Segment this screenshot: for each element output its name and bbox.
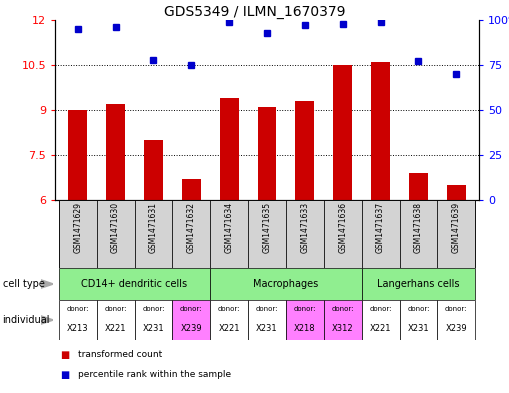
Text: donor:: donor: — [180, 306, 203, 312]
Text: GSM1471636: GSM1471636 — [338, 202, 347, 253]
Bar — [59, 200, 97, 268]
Bar — [295, 101, 315, 200]
Bar — [447, 185, 466, 200]
Text: individual: individual — [3, 315, 50, 325]
Bar — [210, 300, 248, 340]
Bar — [400, 300, 437, 340]
Text: donor:: donor: — [331, 306, 354, 312]
Bar — [59, 268, 210, 300]
Polygon shape — [41, 316, 53, 324]
Bar — [361, 200, 400, 268]
Text: X231: X231 — [256, 324, 278, 333]
Bar — [286, 300, 324, 340]
Text: X239: X239 — [445, 324, 467, 333]
Text: GSM1471631: GSM1471631 — [149, 202, 158, 253]
Bar — [258, 107, 276, 200]
Bar — [409, 173, 428, 200]
Text: GSM1471632: GSM1471632 — [187, 202, 196, 253]
Text: GSM1471633: GSM1471633 — [300, 202, 309, 253]
Bar — [134, 200, 173, 268]
Bar — [286, 200, 324, 268]
Text: X231: X231 — [143, 324, 164, 333]
Bar — [220, 98, 239, 200]
Text: ■: ■ — [60, 350, 69, 360]
Text: donor:: donor: — [294, 306, 316, 312]
Text: X221: X221 — [218, 324, 240, 333]
Bar — [68, 110, 87, 200]
Text: GSM1471635: GSM1471635 — [263, 202, 271, 253]
Bar — [324, 300, 361, 340]
Bar — [210, 200, 248, 268]
Bar — [324, 200, 361, 268]
Text: donor:: donor: — [142, 306, 165, 312]
Polygon shape — [41, 280, 53, 288]
Text: donor:: donor: — [67, 306, 89, 312]
Bar — [361, 300, 400, 340]
Bar — [333, 65, 352, 200]
Text: GSM1471630: GSM1471630 — [111, 202, 120, 253]
Bar — [134, 300, 173, 340]
Bar — [437, 200, 475, 268]
Text: GSM1471638: GSM1471638 — [414, 202, 423, 253]
Bar — [248, 300, 286, 340]
Text: GSM1471634: GSM1471634 — [224, 202, 234, 253]
Text: CD14+ dendritic cells: CD14+ dendritic cells — [81, 279, 187, 289]
Bar — [437, 300, 475, 340]
Text: cell type: cell type — [3, 279, 44, 289]
Text: X231: X231 — [408, 324, 429, 333]
Bar — [182, 179, 201, 200]
Text: GSM1471639: GSM1471639 — [452, 202, 461, 253]
Text: transformed count: transformed count — [78, 350, 162, 359]
Text: donor:: donor: — [370, 306, 392, 312]
Text: donor:: donor: — [445, 306, 468, 312]
Bar — [173, 200, 210, 268]
Bar — [97, 200, 134, 268]
Text: Langerhans cells: Langerhans cells — [377, 279, 460, 289]
Text: ■: ■ — [60, 370, 69, 380]
Bar — [361, 268, 475, 300]
Text: X312: X312 — [332, 324, 354, 333]
Bar — [210, 268, 361, 300]
Bar — [173, 300, 210, 340]
Text: donor:: donor: — [256, 306, 278, 312]
Text: X221: X221 — [370, 324, 391, 333]
Text: X239: X239 — [181, 324, 202, 333]
Bar — [371, 62, 390, 200]
Text: donor:: donor: — [407, 306, 430, 312]
Bar — [97, 300, 134, 340]
Text: GSM1471637: GSM1471637 — [376, 202, 385, 253]
Bar — [248, 200, 286, 268]
Text: donor:: donor: — [104, 306, 127, 312]
Text: X218: X218 — [294, 324, 316, 333]
Text: GDS5349 / ILMN_1670379: GDS5349 / ILMN_1670379 — [164, 5, 345, 19]
Text: donor:: donor: — [218, 306, 240, 312]
Text: X213: X213 — [67, 324, 89, 333]
Text: percentile rank within the sample: percentile rank within the sample — [78, 370, 231, 378]
Text: GSM1471629: GSM1471629 — [73, 202, 82, 253]
Text: Macrophages: Macrophages — [253, 279, 319, 289]
Bar — [144, 140, 163, 200]
Bar — [400, 200, 437, 268]
Bar — [106, 104, 125, 200]
Text: X221: X221 — [105, 324, 126, 333]
Bar — [59, 300, 97, 340]
